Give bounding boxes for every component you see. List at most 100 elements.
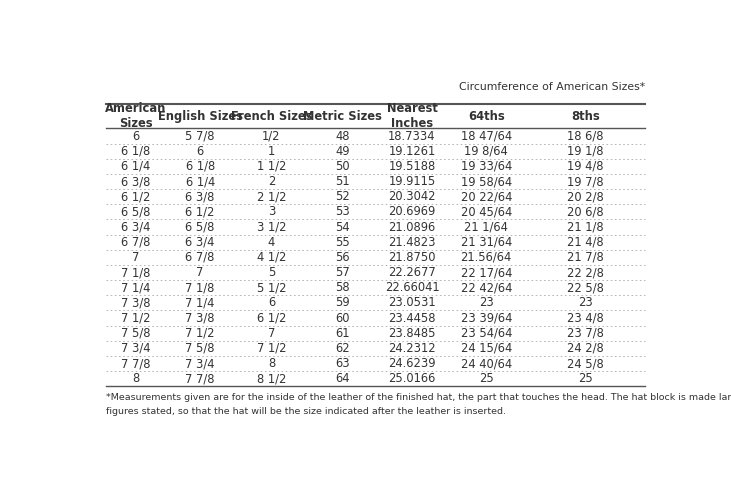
- Text: 19 4/8: 19 4/8: [567, 160, 604, 173]
- Text: 22.66041: 22.66041: [385, 281, 439, 294]
- Text: 6 7/8: 6 7/8: [121, 236, 151, 249]
- Text: 7: 7: [268, 327, 275, 340]
- Text: 23 4/8: 23 4/8: [567, 311, 604, 324]
- Text: 6 1/2: 6 1/2: [257, 311, 287, 324]
- Text: 20 45/64: 20 45/64: [461, 205, 512, 218]
- Text: 20.3042: 20.3042: [388, 190, 436, 203]
- Text: 7 3/8: 7 3/8: [121, 296, 151, 309]
- Text: 7 7/8: 7 7/8: [186, 372, 215, 385]
- Text: 6: 6: [197, 145, 204, 158]
- Text: 7 1/2: 7 1/2: [186, 327, 215, 340]
- Text: 21 7/8: 21 7/8: [567, 251, 604, 264]
- Text: 24 40/64: 24 40/64: [461, 357, 512, 370]
- Text: 7: 7: [197, 266, 204, 279]
- Text: 6 5/8: 6 5/8: [186, 221, 215, 234]
- Text: 8: 8: [132, 372, 139, 385]
- Text: 53: 53: [335, 205, 349, 218]
- Text: 6 3/4: 6 3/4: [186, 236, 215, 249]
- Text: 23.0531: 23.0531: [388, 296, 436, 309]
- Text: 49: 49: [335, 145, 349, 158]
- Text: 21 31/64: 21 31/64: [461, 236, 512, 249]
- Text: English Sizes: English Sizes: [158, 110, 243, 123]
- Text: 7 3/8: 7 3/8: [186, 311, 215, 324]
- Text: 56: 56: [335, 251, 349, 264]
- Text: 21 1/64: 21 1/64: [464, 221, 508, 234]
- Text: 25.0166: 25.0166: [388, 372, 436, 385]
- Text: 7 3/4: 7 3/4: [121, 342, 151, 355]
- Text: 5 7/8: 5 7/8: [186, 130, 215, 143]
- Text: 21.4823: 21.4823: [388, 236, 436, 249]
- Text: 6 7/8: 6 7/8: [186, 251, 215, 264]
- Text: 1 1/2: 1 1/2: [257, 160, 287, 173]
- Text: 18.7334: 18.7334: [388, 130, 436, 143]
- Text: 21.0896: 21.0896: [388, 221, 436, 234]
- Text: 19.1261: 19.1261: [388, 145, 436, 158]
- Text: 60: 60: [335, 311, 349, 324]
- Text: 55: 55: [335, 236, 349, 249]
- Text: 59: 59: [335, 296, 349, 309]
- Text: 6 5/8: 6 5/8: [121, 205, 151, 218]
- Text: French Sizes: French Sizes: [231, 110, 312, 123]
- Text: 24.6239: 24.6239: [388, 357, 436, 370]
- Text: 8ths: 8ths: [571, 110, 599, 123]
- Text: 19 1/8: 19 1/8: [567, 145, 604, 158]
- Text: 54: 54: [335, 221, 349, 234]
- Text: 21.8750: 21.8750: [388, 251, 436, 264]
- Text: 3 1/2: 3 1/2: [257, 221, 287, 234]
- Text: Metric Sizes: Metric Sizes: [303, 110, 382, 123]
- Text: 51: 51: [335, 175, 349, 188]
- Text: 7 1/2: 7 1/2: [121, 311, 151, 324]
- Text: 23.8485: 23.8485: [388, 327, 436, 340]
- Text: Circumference of American Sizes*: Circumference of American Sizes*: [459, 82, 645, 93]
- Text: 2 1/2: 2 1/2: [257, 190, 287, 203]
- Text: 19 58/64: 19 58/64: [461, 175, 512, 188]
- Text: 24 5/8: 24 5/8: [567, 357, 604, 370]
- Text: 6 3/8: 6 3/8: [186, 190, 215, 203]
- Text: 7 1/8: 7 1/8: [186, 281, 215, 294]
- Text: 23 39/64: 23 39/64: [461, 311, 512, 324]
- Text: 6 3/4: 6 3/4: [121, 221, 151, 234]
- Text: 23 7/8: 23 7/8: [567, 327, 604, 340]
- Text: 50: 50: [335, 160, 349, 173]
- Text: 2: 2: [268, 175, 275, 188]
- Text: 21 1/8: 21 1/8: [567, 221, 604, 234]
- Text: 6 1/2: 6 1/2: [186, 205, 215, 218]
- Text: 19.9115: 19.9115: [388, 175, 436, 188]
- Text: 18 6/8: 18 6/8: [567, 130, 604, 143]
- Text: 20.6969: 20.6969: [388, 205, 436, 218]
- Text: 22 5/8: 22 5/8: [567, 281, 604, 294]
- Text: 7 1/4: 7 1/4: [121, 281, 151, 294]
- Text: 20 6/8: 20 6/8: [567, 205, 604, 218]
- Text: 5: 5: [268, 266, 275, 279]
- Text: 24 15/64: 24 15/64: [461, 342, 512, 355]
- Text: 6 1/2: 6 1/2: [121, 190, 151, 203]
- Text: figures stated, so that the hat will be the size indicated after the leather is : figures stated, so that the hat will be …: [105, 407, 506, 416]
- Text: 24.2312: 24.2312: [388, 342, 436, 355]
- Text: 4 1/2: 4 1/2: [257, 251, 287, 264]
- Text: 3: 3: [268, 205, 275, 218]
- Text: American
Sizes: American Sizes: [105, 102, 166, 130]
- Text: 7 1/4: 7 1/4: [186, 296, 215, 309]
- Text: 19 8/64: 19 8/64: [464, 145, 508, 158]
- Text: 61: 61: [335, 327, 349, 340]
- Text: 20 2/8: 20 2/8: [567, 190, 604, 203]
- Text: 64ths: 64ths: [468, 110, 504, 123]
- Text: 1: 1: [268, 145, 275, 158]
- Text: 6 1/4: 6 1/4: [186, 175, 215, 188]
- Text: 22 17/64: 22 17/64: [461, 266, 512, 279]
- Text: 22 42/64: 22 42/64: [461, 281, 512, 294]
- Text: 48: 48: [335, 130, 349, 143]
- Text: 52: 52: [335, 190, 349, 203]
- Text: 63: 63: [335, 357, 349, 370]
- Text: 6 1/8: 6 1/8: [186, 160, 215, 173]
- Text: 1/2: 1/2: [262, 130, 281, 143]
- Text: 7: 7: [132, 251, 139, 264]
- Text: 23: 23: [578, 296, 593, 309]
- Text: 6: 6: [132, 130, 139, 143]
- Text: 22 2/8: 22 2/8: [567, 266, 604, 279]
- Text: 25: 25: [479, 372, 493, 385]
- Text: 7 5/8: 7 5/8: [186, 342, 215, 355]
- Text: 19 33/64: 19 33/64: [461, 160, 512, 173]
- Text: 7 7/8: 7 7/8: [121, 357, 151, 370]
- Text: 23 54/64: 23 54/64: [461, 327, 512, 340]
